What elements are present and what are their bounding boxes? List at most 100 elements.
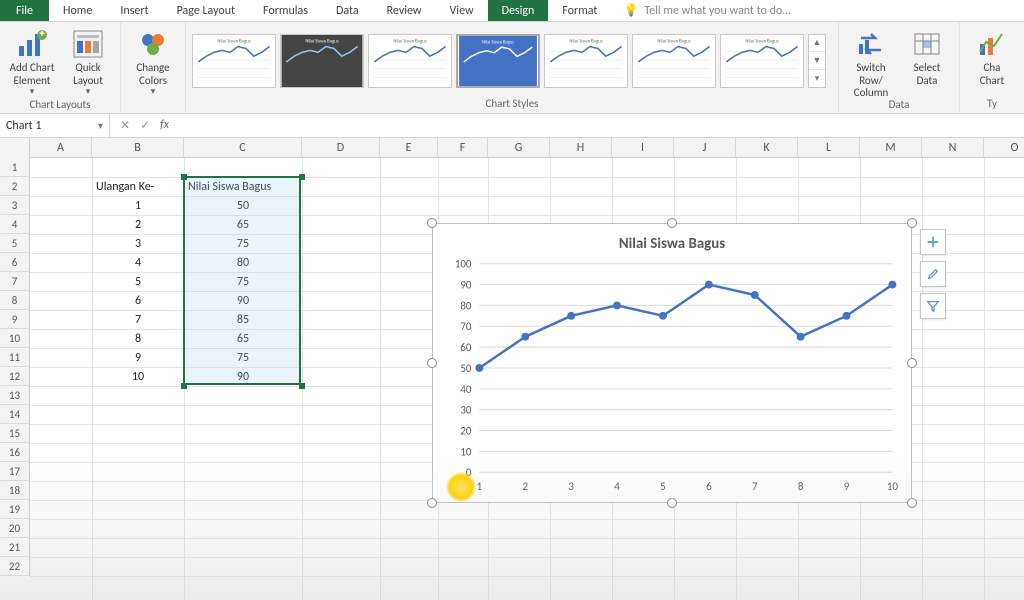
col-header-H[interactable]: H [550,138,612,157]
chart-brush-button[interactable] [920,261,946,287]
tab-home[interactable]: Home [49,0,106,21]
row-header-15[interactable]: 15 [0,424,29,443]
col-header-G[interactable]: G [488,138,550,157]
chart-resize-handle[interactable] [427,218,437,228]
select-all-corner[interactable] [0,138,30,158]
cell-C7[interactable]: 75 [184,272,302,291]
cancel-icon[interactable]: ✕ [120,118,130,133]
row-header-8[interactable]: 8 [0,291,29,310]
row-header-22[interactable]: 22 [0,557,29,576]
row-header-18[interactable]: 18 [0,481,29,500]
cell-C4[interactable]: 65 [184,215,302,234]
col-header-L[interactable]: L [798,138,860,157]
row-headers[interactable]: 12345678910111213141516171819202122 [0,158,30,576]
chart-style-thumb-5[interactable]: Nilai Siswa Bagus [544,34,628,88]
name-box-dropdown-icon[interactable]: ▾ [98,119,103,132]
cell-grid[interactable]: Ulangan Ke-Nilai Siswa Bagus123456789105… [30,158,1024,600]
row-header-1[interactable]: 1 [0,158,29,177]
row-header-16[interactable]: 16 [0,443,29,462]
cell-C5[interactable]: 75 [184,234,302,253]
tab-page-layout[interactable]: Page Layout [163,0,249,21]
chart-resize-handle[interactable] [667,498,677,508]
name-box[interactable]: Chart 1 ▾ [0,114,110,137]
select-data-button[interactable]: Select Data [901,26,953,89]
col-header-F[interactable]: F [438,138,488,157]
quick-layout-button[interactable]: Quick Layout [62,26,114,100]
chart-style-thumb-7[interactable]: Nilai Siswa Bagus [720,34,804,88]
cell-C9[interactable]: 85 [184,310,302,329]
col-header-B[interactable]: B [92,138,184,157]
cell-B10[interactable]: 8 [92,329,184,348]
switch-row-column-button[interactable]: Switch Row/ Column [845,26,897,102]
style-gallery-scroll[interactable]: ▲▼▾ [808,34,826,88]
row-header-11[interactable]: 11 [0,348,29,367]
row-header-3[interactable]: 3 [0,196,29,215]
column-headers[interactable]: ABCDEFGHIJKLMNO [0,138,1024,158]
tab-review[interactable]: Review [373,0,436,21]
cell-C3[interactable]: 50 [184,196,302,215]
chart-resize-handle[interactable] [427,498,437,508]
cell-C11[interactable]: 75 [184,348,302,367]
chart-resize-handle[interactable] [907,218,917,228]
gallery-up-icon[interactable]: ▲ [809,35,825,53]
cell-C8[interactable]: 90 [184,291,302,310]
tab-format[interactable]: Format [548,0,611,21]
chart-filter-button[interactable] [920,293,946,319]
col-header-E[interactable]: E [380,138,438,157]
cell-B11[interactable]: 9 [92,348,184,367]
row-header-21[interactable]: 21 [0,538,29,557]
cell-C2[interactable]: Nilai Siswa Bagus [184,177,302,196]
row-header-10[interactable]: 10 [0,329,29,348]
row-header-19[interactable]: 19 [0,500,29,519]
chart-style-thumb-2[interactable]: Nilai Siswa Bagus [280,34,364,88]
cell-C12[interactable]: 90 [184,367,302,386]
fx-icon[interactable]: fx [160,118,169,133]
col-header-N[interactable]: N [922,138,984,157]
row-header-14[interactable]: 14 [0,405,29,424]
row-header-17[interactable]: 17 [0,462,29,481]
chart-resize-handle[interactable] [907,358,917,368]
col-header-D[interactable]: D [302,138,380,157]
cell-B4[interactable]: 2 [92,215,184,234]
tab-formulas[interactable]: Formulas [249,0,322,21]
cell-B7[interactable]: 5 [92,272,184,291]
cell-C6[interactable]: 80 [184,253,302,272]
worksheet[interactable]: ABCDEFGHIJKLMNO 123456789101112131415161… [0,138,1024,600]
cell-B3[interactable]: 1 [92,196,184,215]
chart-style-gallery[interactable]: Nilai Siswa BagusNilai Siswa BagusNilai … [192,34,826,88]
chart-resize-handle[interactable] [667,218,677,228]
row-header-13[interactable]: 13 [0,386,29,405]
cell-B2[interactable]: Ulangan Ke- [92,177,184,196]
change-chart-type-button[interactable]: Cha Chart [966,26,1018,89]
change-colors-button[interactable]: Change Colors [127,26,179,100]
row-header-4[interactable]: 4 [0,215,29,234]
tab-view[interactable]: View [436,0,488,21]
col-header-J[interactable]: J [674,138,736,157]
cell-B12[interactable]: 10 [92,367,184,386]
col-header-O[interactable]: O [984,138,1024,157]
tab-file[interactable]: File [0,0,49,21]
chart-style-thumb-1[interactable]: Nilai Siswa Bagus [192,34,276,88]
chart-style-thumb-6[interactable]: Nilai Siswa Bagus [632,34,716,88]
enter-icon[interactable]: ✓ [140,118,150,133]
cell-C10[interactable]: 65 [184,329,302,348]
cell-B9[interactable]: 7 [92,310,184,329]
row-header-9[interactable]: 9 [0,310,29,329]
chart-resize-handle[interactable] [907,498,917,508]
col-header-K[interactable]: K [736,138,798,157]
chart-resize-handle[interactable] [427,358,437,368]
cell-B5[interactable]: 3 [92,234,184,253]
row-header-2[interactable]: 2 [0,177,29,196]
col-header-M[interactable]: M [860,138,922,157]
col-header-I[interactable]: I [612,138,674,157]
tell-me-search[interactable]: 💡 Tell me what you want to do... [611,0,803,21]
chart-plus-button[interactable] [920,229,946,255]
row-header-5[interactable]: 5 [0,234,29,253]
col-header-C[interactable]: C [184,138,302,157]
chart-style-thumb-3[interactable]: Nilai Siswa Bagus [368,34,452,88]
add-chart-element-button[interactable]: Add Chart Element [6,26,58,100]
row-header-6[interactable]: 6 [0,253,29,272]
row-header-20[interactable]: 20 [0,519,29,538]
gallery-more-icon[interactable]: ▾ [809,70,825,87]
chart-style-thumb-4[interactable]: Nilai Siswa Bagus [456,34,540,88]
